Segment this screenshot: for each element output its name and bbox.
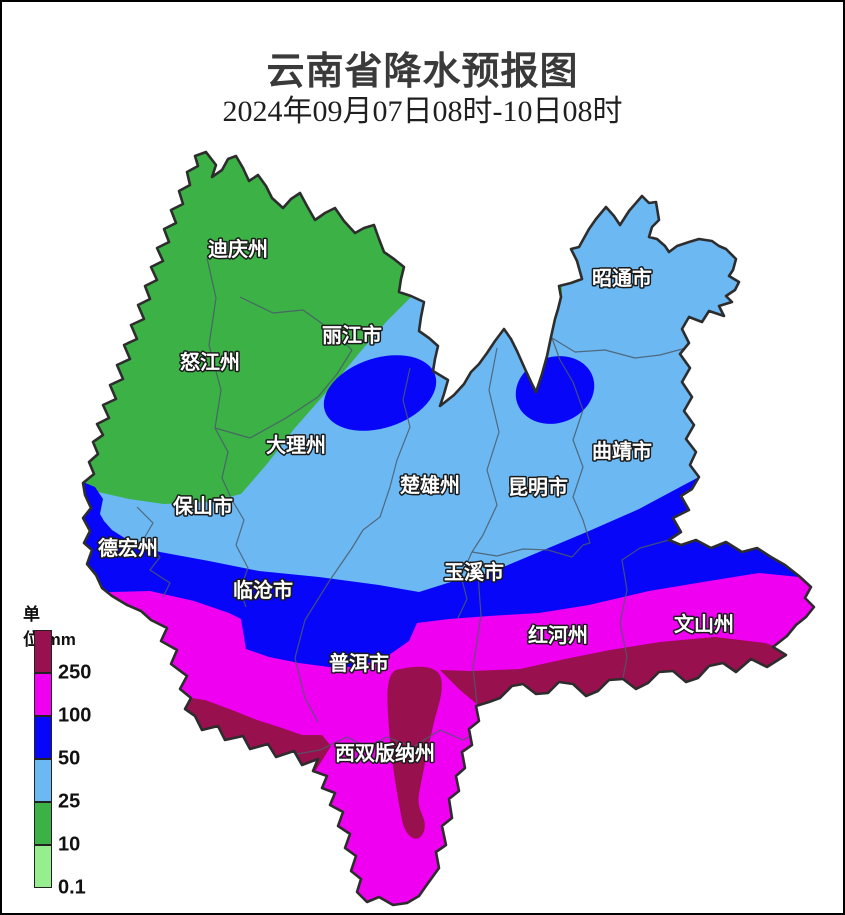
region-label-2: 丽江市 bbox=[322, 323, 382, 347]
region-label-9: 曲靖市 bbox=[592, 439, 652, 463]
legend-value-2: 50 bbox=[58, 747, 81, 770]
legend-swatch-2 bbox=[34, 716, 52, 759]
region-label-1: 怒江州 bbox=[180, 350, 240, 374]
region-label-14: 文山州 bbox=[674, 612, 734, 636]
region-label-13: 红河州 bbox=[528, 623, 588, 647]
region-label-15: 西双版纳州 bbox=[335, 741, 435, 765]
region-label-8: 昆明市 bbox=[508, 475, 568, 499]
region-label-11: 玉溪市 bbox=[444, 560, 504, 584]
region-label-10: 临沧市 bbox=[233, 578, 293, 602]
region-label-7: 楚雄州 bbox=[400, 473, 460, 497]
legend-value-5: 0.1 bbox=[58, 876, 86, 899]
legend-swatch-3 bbox=[34, 759, 52, 802]
region-label-3: 昭通市 bbox=[592, 266, 652, 290]
legend-swatch-5 bbox=[34, 845, 52, 888]
legend-value-3: 25 bbox=[58, 790, 81, 813]
region-label-5: 保山市 bbox=[172, 494, 233, 518]
region-label-0: 迪庆州 bbox=[208, 237, 268, 261]
page-title: 云南省降水预报图 bbox=[266, 51, 579, 93]
legend-swatch-0 bbox=[34, 630, 52, 673]
legend-swatch-1 bbox=[34, 673, 52, 716]
legend-value-4: 10 bbox=[58, 833, 81, 856]
region-label-4: 大理州 bbox=[266, 434, 326, 457]
legend-swatch-4 bbox=[34, 802, 52, 845]
forecast-period: 2024年09月07日08时-10日08时 bbox=[222, 95, 623, 128]
region-label-6: 德宏州 bbox=[98, 536, 158, 560]
legend-value-1: 100 bbox=[58, 704, 92, 727]
prefecture-borders bbox=[136, 257, 687, 758]
legend-value-0: 250 bbox=[58, 661, 92, 684]
band-250-xishuangbanna-patch bbox=[387, 666, 442, 839]
region-label-12: 普洱市 bbox=[329, 651, 389, 675]
